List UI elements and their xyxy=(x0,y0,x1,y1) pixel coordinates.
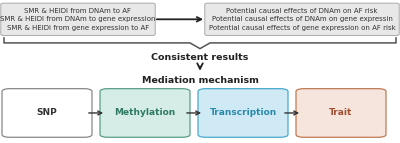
Text: Transcription: Transcription xyxy=(209,109,277,117)
Text: Methylation: Methylation xyxy=(114,109,176,117)
Text: SMR & HEIDI from DNAm to AF
SMR & HEIDI from DNAm to gene expression
SMR & HEIDI: SMR & HEIDI from DNAm to AF SMR & HEIDI … xyxy=(0,8,156,31)
Text: Potential causal effects of DNAm on AF risk
Potential causal effects of DNAm on : Potential causal effects of DNAm on AF r… xyxy=(209,8,395,31)
FancyBboxPatch shape xyxy=(198,89,288,137)
FancyBboxPatch shape xyxy=(1,3,155,35)
Text: Consistent results: Consistent results xyxy=(151,53,249,62)
Text: Trait: Trait xyxy=(329,109,353,117)
FancyBboxPatch shape xyxy=(296,89,386,137)
Text: Mediation mechanism: Mediation mechanism xyxy=(142,76,258,85)
FancyBboxPatch shape xyxy=(100,89,190,137)
FancyBboxPatch shape xyxy=(205,3,399,35)
Text: SNP: SNP xyxy=(37,109,57,117)
FancyBboxPatch shape xyxy=(2,89,92,137)
